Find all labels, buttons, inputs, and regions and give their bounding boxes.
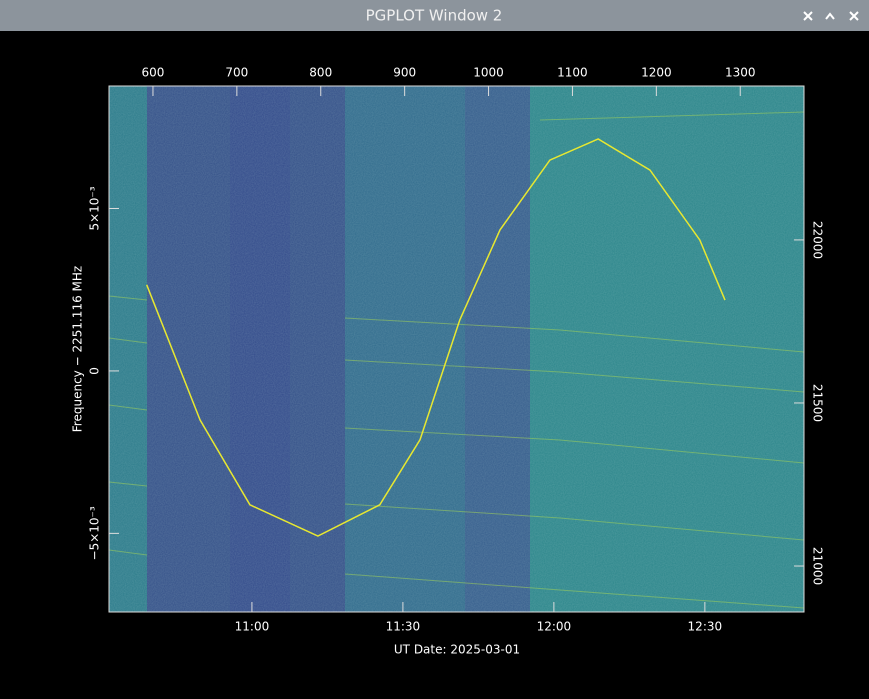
x-tick-label: 11:30 [386,620,421,634]
x2-tick-label: 1200 [641,66,672,80]
trace [539,111,805,121]
x-tick-label: 12:00 [537,620,572,634]
title-bar [0,0,869,31]
window-title: PGPLOT Window 2 [366,7,503,25]
x2-tick-label: 1300 [725,66,756,80]
signal-track [146,138,726,537]
trace [344,317,805,353]
trace [108,337,805,393]
minimize-button[interactable] [803,11,813,21]
plot-frame [108,85,805,613]
y-tick-label: −5×10⁻³ [88,506,102,560]
y-axis-label: Frequency − 2251.116 MHz [71,266,85,432]
noise [109,86,804,612]
y2-tick-label: 22000 [811,221,825,259]
x2-tick-label: 600 [142,66,165,80]
maximize-button[interactable] [825,12,835,20]
x2-tick-label: 900 [393,66,416,80]
trace [108,295,148,301]
trace [108,549,805,609]
x-tick-label: 12:30 [688,620,723,634]
spectrogram [108,86,805,612]
x-axis-label: UT Date: 2025-03-01 [394,643,520,657]
x2-tick-label: 1000 [473,66,504,80]
y2-tick-label: 21500 [811,384,825,422]
y2-tick-label: 21000 [811,547,825,585]
trace [108,404,805,464]
close-button[interactable] [849,11,859,21]
x2-tick-label: 800 [309,66,332,80]
x2-tick-label: 700 [225,66,248,80]
y-tick-label: 0 [88,367,102,375]
x2-tick-label: 1100 [557,66,588,80]
x-tick-label: 11:00 [235,620,270,634]
trace [108,481,805,541]
y-tick-label: 5×10⁻³ [88,186,102,230]
